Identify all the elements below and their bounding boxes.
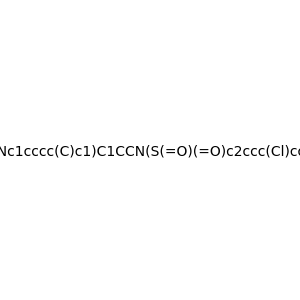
Text: O=C(Nc1cccc(C)c1)C1CCN(S(=O)(=O)c2ccc(Cl)cc2)CC1: O=C(Nc1cccc(C)c1)C1CCN(S(=O)(=O)c2ccc(Cl… bbox=[0, 145, 300, 158]
